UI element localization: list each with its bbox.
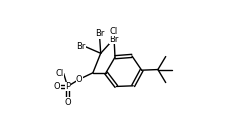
Text: Br: Br <box>94 29 104 38</box>
Text: O: O <box>76 75 82 84</box>
Text: Br: Br <box>76 42 85 51</box>
Text: Cl: Cl <box>109 27 117 36</box>
Text: O: O <box>64 98 71 107</box>
Text: P: P <box>65 82 70 91</box>
Text: Cl: Cl <box>55 69 63 78</box>
Text: O: O <box>54 82 60 91</box>
Text: Br: Br <box>109 34 118 44</box>
